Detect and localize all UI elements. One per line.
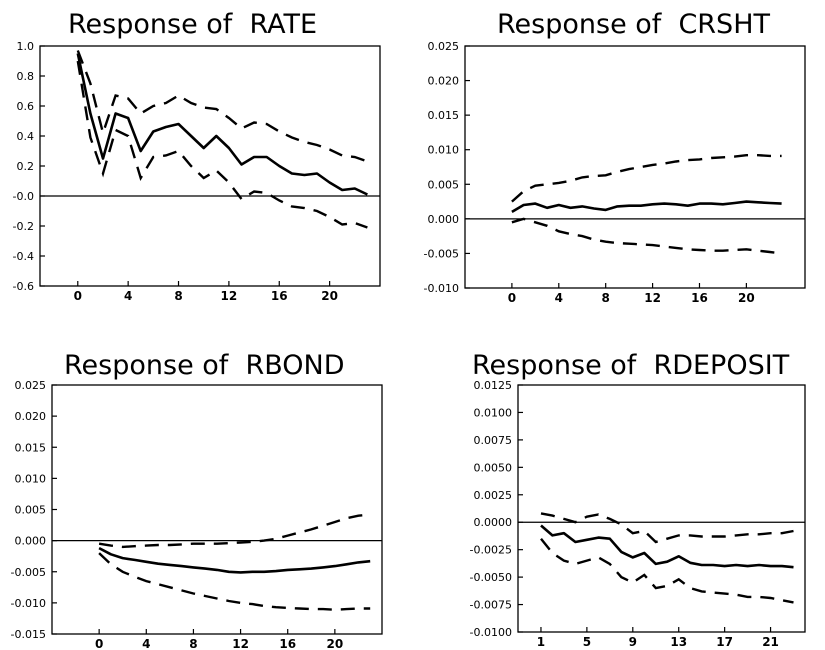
panel-crsht: Response of CRSHT 0.025 0.020 0.015 0.010 0.… [424, 9, 806, 305]
y-tick-label: -0.0050 [470, 571, 512, 584]
plot-frame [464, 45, 806, 289]
y-tick-label: 0.6 [17, 100, 35, 113]
y-tick-label: 0.4 [17, 130, 35, 143]
y-tick-label: 0.025 [428, 40, 460, 53]
y-tick-label: 0.0125 [474, 379, 513, 392]
y-tick-label: 0.020 [428, 75, 460, 88]
y-tick-label: -0.010 [11, 597, 46, 610]
y-tick-label: 0.025 [15, 379, 47, 392]
y-tick-label: 0.0100 [474, 406, 513, 419]
x-tick-label: 16 [691, 291, 708, 305]
y-tick-label: -0.2 [13, 220, 34, 233]
y-tick-label: 0.0025 [474, 489, 513, 502]
x-tick-label: 0 [95, 637, 103, 650]
y-tick-label: -0.0025 [470, 544, 512, 557]
panel-rate: Response of RATE 1.0 0.8 0.6 0.4 0.2 -0.0 -0.2… [13, 9, 381, 303]
x-tick-label: 21 [762, 635, 779, 649]
y-tick-label: 0.000 [428, 213, 460, 226]
lower-band-line [98, 552, 371, 611]
x-tick-label: 0 [74, 289, 82, 303]
y-tick-label: 0.0050 [474, 461, 513, 474]
y-tick-label: 0.015 [15, 441, 47, 454]
y-tick-label: 0.005 [428, 178, 460, 191]
plot-frame [51, 384, 383, 635]
panel-title: Response of RDEPOSIT [472, 350, 790, 381]
y-tick-label: 0.0000 [474, 516, 513, 529]
y-tick-label: -0.005 [424, 247, 459, 260]
response-line [98, 546, 371, 574]
panel-rbond: Response of RBOND 0.025 0.020 0.015 0.010 0.… [11, 350, 383, 650]
x-tick-label: 8 [602, 291, 610, 305]
x-tick-label: 16 [271, 289, 288, 303]
y-tick-label: -0.4 [13, 250, 34, 263]
plot-frame [517, 384, 806, 633]
y-tick-label: -0.010 [424, 282, 459, 295]
lower-band-line [540, 537, 794, 604]
x-tick-label: 4 [142, 637, 150, 650]
y-tick-label: -0.0100 [470, 626, 512, 639]
x-tick-label: 5 [583, 635, 591, 649]
response-line [511, 200, 782, 214]
x-tick-label: 4 [555, 291, 563, 305]
y-tick-label: -0.0 [13, 190, 34, 203]
x-tick-label: 12 [221, 289, 238, 303]
y-tick-label: 0.000 [15, 535, 47, 548]
y-tick-label: 0.005 [15, 504, 47, 517]
x-tick-label: 9 [629, 635, 637, 649]
panel-title: Response of CRSHT [497, 9, 771, 40]
x-tick-label: 17 [716, 635, 733, 649]
y-tick-label: 0.015 [428, 109, 460, 122]
y-tick-label: 0.020 [15, 410, 47, 423]
x-tick-label: 4 [124, 289, 132, 303]
panel-rdeposit: Response of RDEPOSIT 0.0125 0.0100 0.0075 0… [470, 350, 806, 649]
lower-band-line [511, 217, 782, 255]
x-tick-label: 8 [189, 637, 197, 650]
y-tick-label: -0.005 [11, 566, 46, 579]
y-tick-label: 0.2 [17, 160, 35, 173]
x-tick-label: 12 [644, 291, 661, 305]
y-tick-label: -0.015 [11, 628, 46, 641]
panel-title: Response of RATE [68, 9, 317, 40]
lower-band-line [76, 60, 368, 229]
y-tick-label: -0.0075 [470, 599, 512, 612]
upper-band-line [511, 153, 782, 203]
y-tick-label: -0.6 [13, 280, 34, 293]
response-line [76, 53, 368, 196]
upper-band-line [76, 50, 368, 163]
y-tick-label: 0.0075 [474, 434, 513, 447]
x-tick-label: 20 [327, 637, 344, 650]
x-tick-label: 16 [279, 637, 296, 650]
upper-band-line [540, 512, 794, 544]
x-tick-label: 12 [232, 637, 249, 650]
y-tick-label: 1.0 [17, 40, 35, 53]
y-tick-label: 0.010 [428, 144, 460, 157]
y-tick-label: 0.8 [17, 70, 35, 83]
x-tick-label: 13 [670, 635, 687, 649]
x-tick-label: 8 [174, 289, 182, 303]
x-tick-label: 1 [537, 635, 545, 649]
x-tick-label: 20 [738, 291, 755, 305]
x-tick-label: 20 [321, 289, 338, 303]
y-tick-label: 0.010 [15, 472, 47, 485]
response-line [540, 524, 794, 569]
upper-band-line [98, 513, 371, 549]
panel-title: Response of RBOND [64, 350, 345, 381]
x-tick-label: 0 [508, 291, 516, 305]
